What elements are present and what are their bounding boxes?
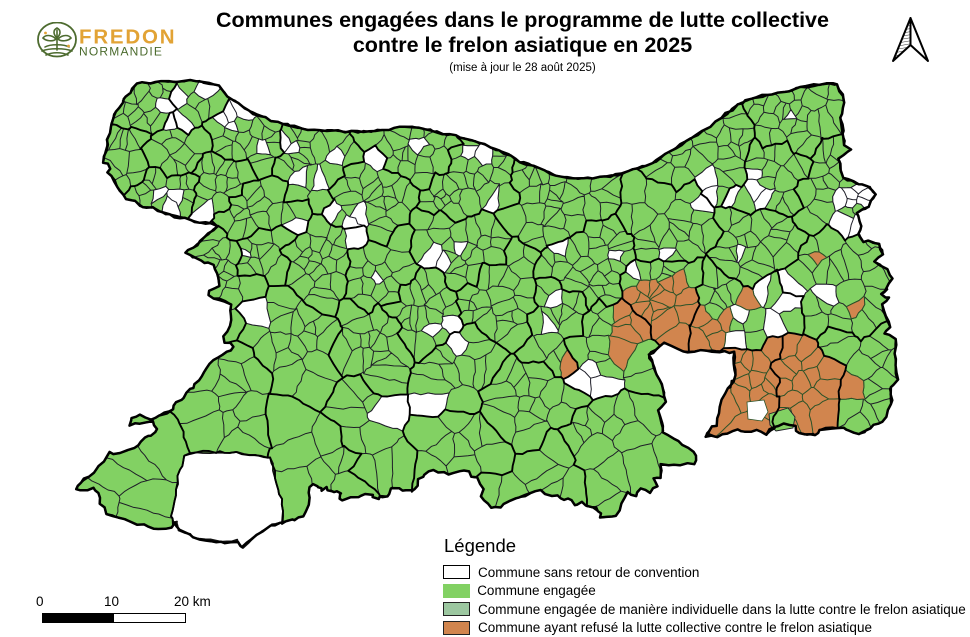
- svg-text:FREDON: FREDON: [79, 26, 176, 49]
- svg-text:NORMANDIE: NORMANDIE: [79, 45, 163, 59]
